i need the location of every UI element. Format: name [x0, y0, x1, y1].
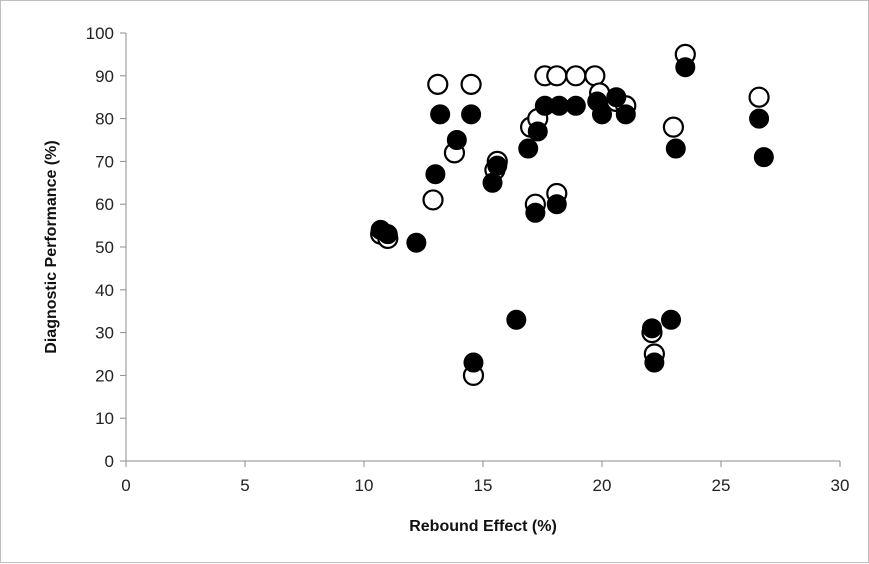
- tick-labels: 0 10 20 30 40 50 60 70 80 90 100 0 5 10 15 20 25 30: [86, 24, 850, 495]
- x-tick-label: 5: [240, 476, 249, 495]
- x-tick-label: 15: [474, 476, 493, 495]
- series-filled-circles: [370, 57, 774, 373]
- filled-point: [665, 138, 686, 159]
- y-tick-label: 20: [95, 366, 114, 385]
- filled-point: [406, 232, 427, 253]
- open-point: [584, 65, 606, 87]
- filled-point: [525, 202, 546, 223]
- y-tick-label: 10: [95, 409, 114, 428]
- open-point: [546, 65, 568, 87]
- open-point: [422, 189, 444, 211]
- y-tick-label: 70: [95, 152, 114, 171]
- filled-point: [518, 138, 539, 159]
- y-tick-label: 40: [95, 281, 114, 300]
- axes: [120, 32, 841, 467]
- x-tick-label: 10: [355, 476, 374, 495]
- filled-point: [527, 121, 548, 142]
- filled-point: [592, 104, 612, 125]
- x-tick-label: 25: [712, 476, 731, 495]
- y-tick-label: 60: [95, 195, 114, 214]
- filled-point: [506, 309, 527, 330]
- y-tick-label: 50: [95, 238, 114, 257]
- y-tick-label: 30: [95, 324, 114, 343]
- x-tick-label: 30: [831, 476, 850, 495]
- filled-point: [641, 318, 662, 339]
- open-point: [565, 65, 587, 87]
- filled-point: [446, 130, 467, 150]
- x-tick-label: 0: [121, 476, 130, 495]
- filled-point: [463, 352, 484, 373]
- y-tick-label: 90: [95, 67, 114, 86]
- filled-point: [749, 108, 770, 129]
- series-open-circles: [370, 43, 770, 386]
- filled-point: [565, 95, 586, 116]
- filled-point: [430, 104, 451, 125]
- filled-point: [615, 104, 636, 125]
- filled-point: [487, 155, 508, 176]
- open-point: [460, 73, 482, 95]
- filled-point: [425, 164, 446, 185]
- filled-point: [661, 309, 682, 330]
- y-axis-title: Diagnostic Performance (%): [43, 140, 60, 353]
- open-point: [748, 86, 770, 108]
- y-tick-label: 0: [105, 452, 114, 471]
- filled-point: [461, 104, 482, 125]
- y-tick-label: 100: [86, 24, 114, 43]
- filled-point: [675, 57, 696, 78]
- x-axis-title: Rebound Effect (%): [409, 518, 557, 535]
- y-tick-label: 80: [95, 110, 114, 129]
- filled-point: [482, 172, 503, 193]
- x-tick-label: 20: [593, 476, 612, 495]
- filled-point: [549, 95, 570, 116]
- open-point: [427, 73, 449, 95]
- open-point: [662, 116, 685, 138]
- filled-point: [644, 352, 665, 373]
- filled-point: [606, 87, 627, 108]
- filled-point: [377, 224, 398, 245]
- filled-point: [546, 194, 567, 215]
- filled-point: [753, 147, 774, 168]
